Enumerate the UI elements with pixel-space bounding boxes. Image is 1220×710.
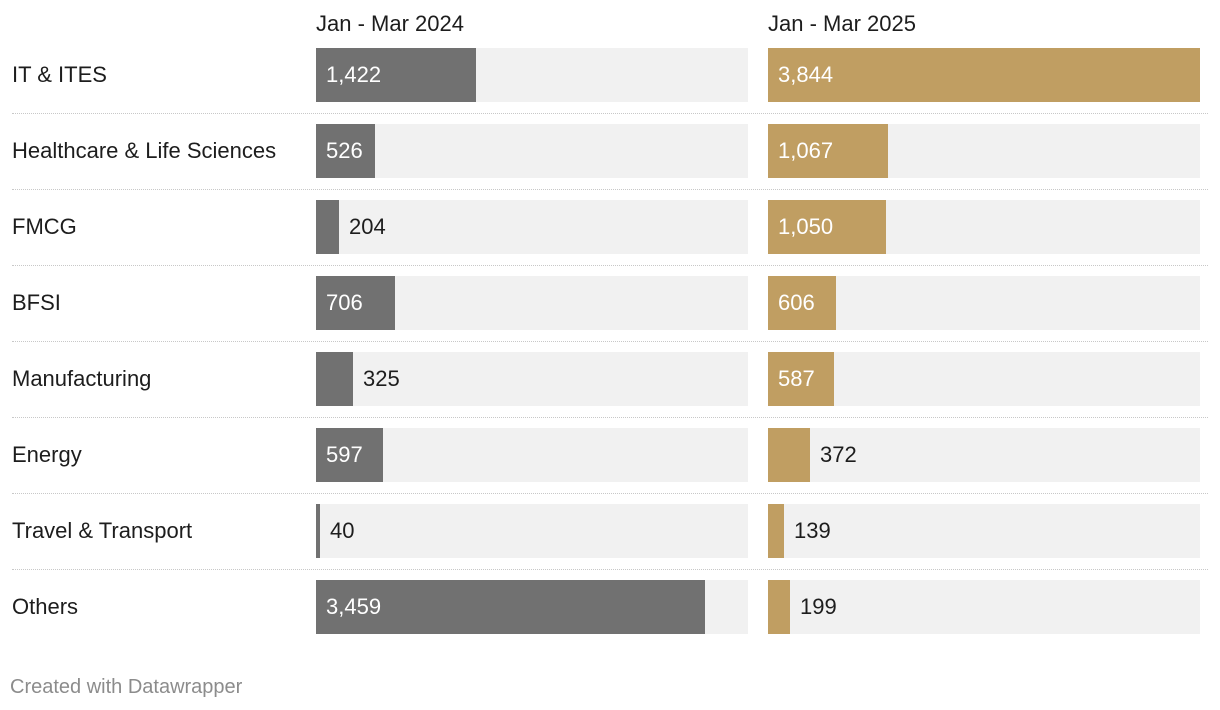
- bar-track-2024-fmcg: 204: [316, 200, 748, 254]
- bar-track-2024-manufacturing: 325: [316, 352, 748, 406]
- category-label-energy: Energy: [12, 442, 82, 467]
- value-label-2025-travel-transport: 139: [794, 518, 831, 543]
- value-label-2024-healthcare-life-sciences: 526: [326, 138, 363, 163]
- bar-track-2024-travel-transport: 40: [316, 504, 748, 558]
- bar-2024-energy: [316, 428, 383, 482]
- bar-track-2024-others: 3,459: [316, 580, 748, 634]
- row-separator: [12, 493, 1208, 494]
- row-separator: [12, 341, 1208, 342]
- value-label-2024-travel-transport: 40: [330, 518, 355, 543]
- column-header-2024: Jan - Mar 2024: [316, 11, 464, 36]
- row-separator: [12, 265, 1208, 266]
- category-label-healthcare-life-sciences: Healthcare & Life Sciences: [12, 138, 277, 163]
- value-label-2025-bfsi: 606: [778, 290, 815, 315]
- bar-track-2025-manufacturing: 587: [768, 352, 1200, 406]
- category-label-it-ites: IT & ITES: [12, 62, 107, 87]
- bar-track-2024-it-ites: 1,422: [316, 48, 748, 102]
- bar-2025-bfsi: [768, 276, 836, 330]
- bar-track-2024-healthcare-life-sciences: 526: [316, 124, 748, 178]
- bar-track-2025-travel-transport: 139: [768, 504, 1200, 558]
- bar-2024-travel-transport: [316, 504, 320, 558]
- bar-2025-travel-transport: [768, 504, 784, 558]
- category-label-bfsi: BFSI: [12, 290, 61, 315]
- value-label-2025-healthcare-life-sciences: 1,067: [778, 138, 834, 163]
- footer-credit: Created with Datawrapper: [10, 676, 243, 698]
- bar-track-2024-bfsi: 706: [316, 276, 748, 330]
- bar-2025-energy: [768, 428, 810, 482]
- bar-2025-it-ites: [768, 48, 1200, 102]
- value-label-2024-energy: 597: [326, 442, 363, 467]
- bar-2025-healthcare-life-sciences: [768, 124, 888, 178]
- row-separator: [12, 569, 1208, 570]
- category-label-fmcg: FMCG: [12, 214, 77, 239]
- bar-2025-others: [768, 580, 790, 634]
- bar-2024-healthcare-life-sciences: [316, 124, 375, 178]
- bar-2025-manufacturing: [768, 352, 834, 406]
- category-label-others: Others: [12, 594, 79, 619]
- value-label-2024-fmcg: 204: [349, 214, 386, 239]
- bar-track-2025-others: 199: [768, 580, 1200, 634]
- value-label-2025-energy: 372: [820, 442, 857, 467]
- value-label-2024-others: 3,459: [326, 594, 382, 619]
- row-separator: [12, 189, 1208, 190]
- bar-track-2024-energy: 597: [316, 428, 748, 482]
- value-label-2024-bfsi: 706: [326, 290, 363, 315]
- bar-track-2025-healthcare-life-sciences: 1,067: [768, 124, 1200, 178]
- bar-2024-manufacturing: [316, 352, 353, 406]
- bar-2024-bfsi: [316, 276, 395, 330]
- row-separator: [12, 113, 1208, 114]
- bar-track-2025-energy: 372: [768, 428, 1200, 482]
- value-label-2025-manufacturing: 587: [778, 366, 815, 391]
- bar-track-2025-fmcg: 1,050: [768, 200, 1200, 254]
- bar-2024-others: [316, 580, 705, 634]
- bar-2025-fmcg: [768, 200, 886, 254]
- column-header-2025: Jan - Mar 2025: [768, 11, 916, 36]
- category-label-travel-transport: Travel & Transport: [12, 518, 193, 543]
- value-label-2024-manufacturing: 325: [363, 366, 400, 391]
- value-label-2025-fmcg: 1,050: [778, 214, 834, 239]
- category-label-manufacturing: Manufacturing: [12, 366, 152, 391]
- bar-2024-it-ites: [316, 48, 476, 102]
- row-separator: [12, 417, 1208, 418]
- bar-2024-fmcg: [316, 200, 339, 254]
- value-label-2025-it-ites: 3,844: [778, 62, 834, 87]
- value-label-2024-it-ites: 1,422: [326, 62, 382, 87]
- bar-track-2025-it-ites: 3,844: [768, 48, 1200, 102]
- value-label-2025-others: 199: [800, 594, 837, 619]
- bar-track-2025-bfsi: 606: [768, 276, 1200, 330]
